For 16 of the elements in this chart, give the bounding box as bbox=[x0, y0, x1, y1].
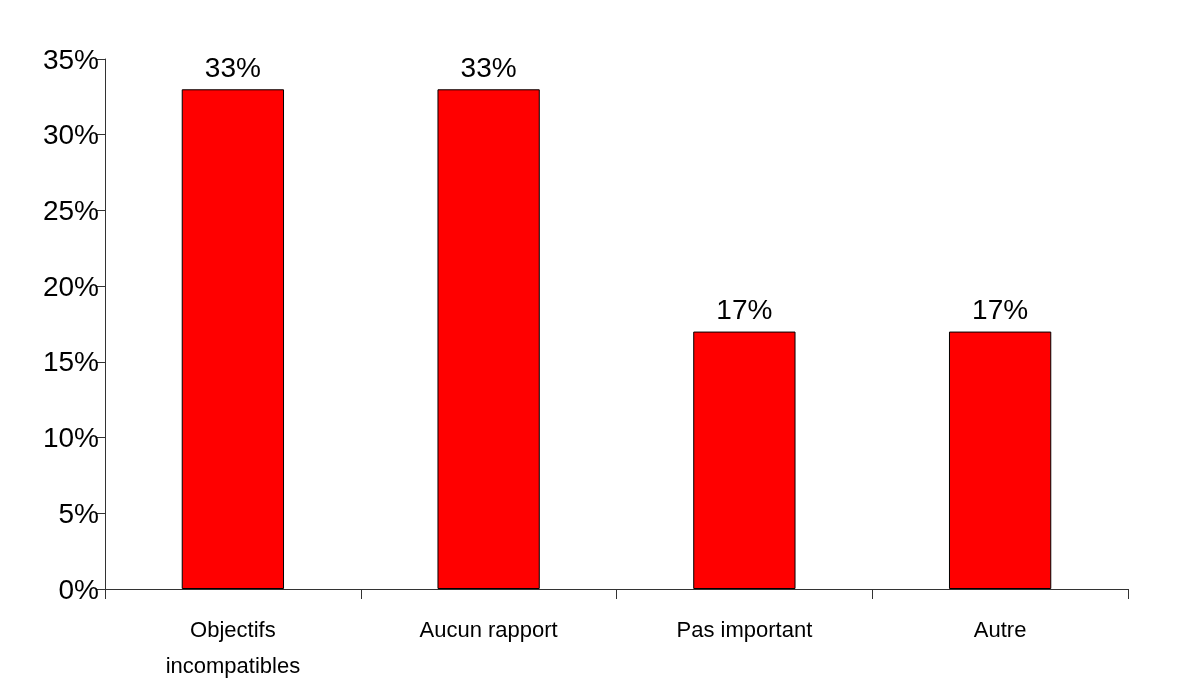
y-tick-label: 25% bbox=[42, 194, 99, 226]
x-tick-label: Autre bbox=[973, 616, 1027, 642]
x-tick-label: Pas important bbox=[676, 616, 813, 642]
y-tick-label: 5% bbox=[58, 497, 99, 529]
y-tick-label: 0% bbox=[58, 573, 99, 605]
data-label: 33% bbox=[460, 51, 517, 83]
y-tick-label: 10% bbox=[42, 422, 99, 454]
y-tick-label: 30% bbox=[42, 119, 99, 151]
data-label: 17% bbox=[972, 294, 1029, 326]
y-tick-label: 20% bbox=[42, 270, 99, 302]
x-tick-label: Objectifs incompatibles bbox=[165, 616, 301, 678]
x-tick-label: Aucun rapport bbox=[419, 616, 558, 642]
y-tick-label: 35% bbox=[42, 43, 99, 75]
y-tick-label: 15% bbox=[42, 346, 99, 378]
data-label: 17% bbox=[716, 294, 773, 326]
data-label: 33% bbox=[204, 51, 261, 83]
